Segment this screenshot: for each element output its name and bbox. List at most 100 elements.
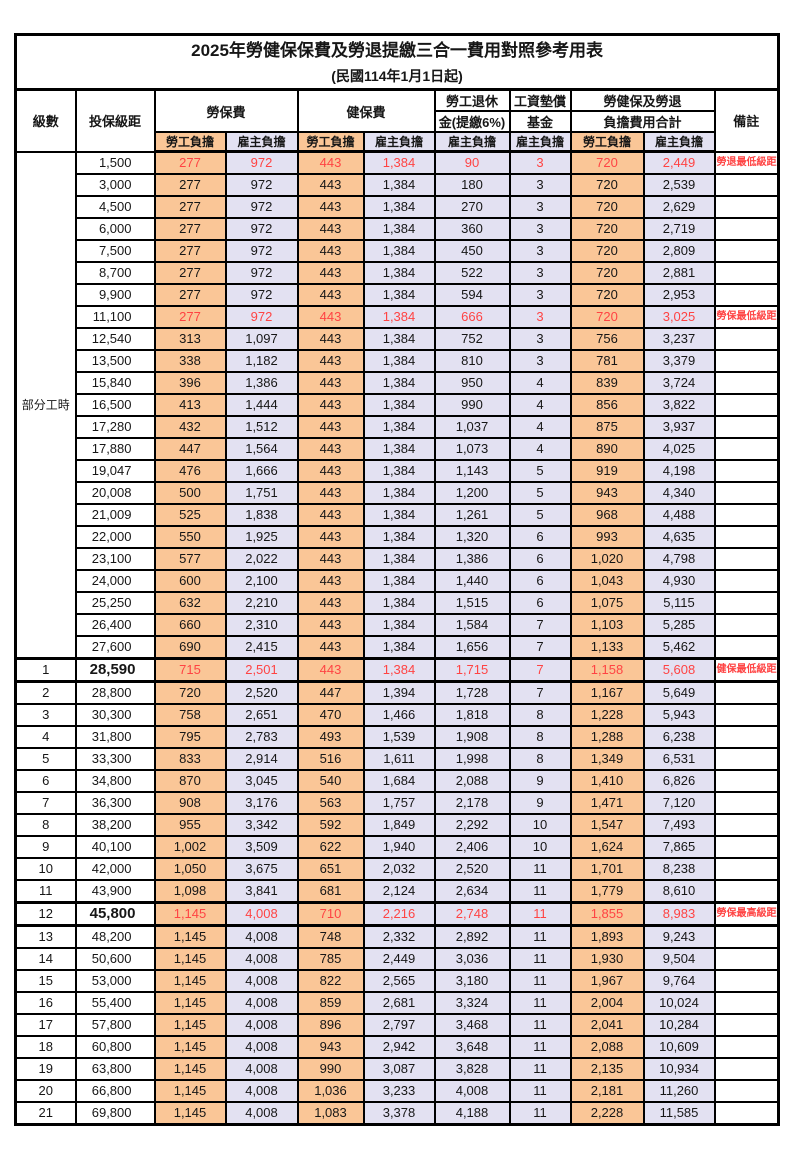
cell-wagefund-employer: 3 bbox=[508, 173, 572, 197]
cell-total-employee: 2,135 bbox=[569, 1057, 645, 1081]
cell-health-employee: 443 bbox=[296, 305, 365, 329]
cell-health-employer: 1,394 bbox=[362, 680, 436, 705]
cell-health-employee: 859 bbox=[296, 991, 365, 1015]
cell-labor-employee: 1,098 bbox=[153, 879, 227, 904]
cell-level: 12 bbox=[14, 901, 77, 927]
cell-wagefund-employer: 7 bbox=[508, 680, 572, 705]
cell-pension-employer: 2,748 bbox=[433, 901, 511, 927]
table-row: 20 66,800 1,145 4,008 1,036 3,233 4,008 11 2,181… bbox=[14, 1079, 780, 1103]
cell-wagefund-employer: 7 bbox=[508, 657, 572, 683]
table-row: 3,000 277 972 443 1,384 180 3 720 2,539 bbox=[16, 173, 780, 197]
cell-wagefund-employer: 11 bbox=[508, 947, 572, 971]
cell-insured-bracket: 17,280 bbox=[74, 415, 156, 439]
cell-health-employee: 443 bbox=[296, 327, 365, 351]
cell-insured-bracket: 11,100 bbox=[74, 305, 156, 329]
cell-remark bbox=[713, 879, 780, 904]
cell-total-employer: 4,025 bbox=[642, 437, 716, 461]
cell-insured-bracket: 23,100 bbox=[74, 547, 156, 571]
cell-health-employee: 443 bbox=[296, 217, 365, 241]
cell-remark: 勞退最低級距 bbox=[713, 150, 780, 175]
cell-pension-employer: 2,406 bbox=[433, 835, 511, 859]
cell-total-employee: 856 bbox=[569, 393, 645, 417]
cell-insured-bracket: 26,400 bbox=[74, 613, 156, 637]
cell-wagefund-employer: 5 bbox=[508, 481, 572, 505]
cell-total-employer: 2,809 bbox=[642, 239, 716, 263]
cell-health-employee: 443 bbox=[296, 481, 365, 505]
cell-labor-employee: 720 bbox=[153, 680, 227, 705]
cell-total-employee: 720 bbox=[569, 195, 645, 219]
table-row: 2 28,800 720 2,520 447 1,394 1,728 7 1,167 5,649 bbox=[14, 680, 780, 705]
cell-wagefund-employer: 4 bbox=[508, 437, 572, 461]
cell-remark bbox=[713, 349, 780, 373]
cell-labor-employer: 972 bbox=[224, 217, 299, 241]
cell-health-employee: 896 bbox=[296, 1013, 365, 1037]
cell-wagefund-employer: 4 bbox=[508, 371, 572, 395]
cell-labor-employer: 1,666 bbox=[224, 459, 299, 483]
cell-level: 14 bbox=[14, 947, 77, 971]
cell-health-employer: 1,384 bbox=[362, 613, 436, 637]
cell-health-employer: 2,681 bbox=[362, 991, 436, 1015]
table-row: 7 36,300 908 3,176 563 1,757 2,178 9 1,471 7,120 bbox=[14, 791, 780, 815]
cell-health-employee: 443 bbox=[296, 393, 365, 417]
cell-labor-employee: 277 bbox=[153, 261, 227, 285]
cell-total-employee: 1,547 bbox=[569, 813, 645, 837]
cell-health-employer: 1,466 bbox=[362, 703, 436, 727]
table-row: 19,047 476 1,666 443 1,384 1,143 5 919 4,198 bbox=[16, 459, 780, 483]
cell-total-employee: 756 bbox=[569, 327, 645, 351]
table-row: 9 40,100 1,002 3,509 622 1,940 2,406 10 1,624 7,8… bbox=[14, 835, 780, 859]
cell-health-employer: 1,684 bbox=[362, 769, 436, 793]
cell-health-employee: 443 bbox=[296, 591, 365, 615]
cell-pension-employer: 3,468 bbox=[433, 1013, 511, 1037]
subheader-health-employer: 雇主負擔 bbox=[362, 131, 436, 153]
cell-pension-employer: 450 bbox=[433, 239, 511, 263]
cell-wagefund-employer: 10 bbox=[508, 813, 572, 837]
col-header-labor-insurance: 勞保費 bbox=[153, 88, 299, 133]
cell-level: 11 bbox=[14, 879, 77, 904]
cell-total-employer: 2,881 bbox=[642, 261, 716, 285]
cell-health-employer: 1,384 bbox=[362, 415, 436, 439]
cell-health-employee: 785 bbox=[296, 947, 365, 971]
cell-total-employer: 3,822 bbox=[642, 393, 716, 417]
cell-labor-employer: 972 bbox=[224, 150, 299, 175]
cell-total-employer: 4,340 bbox=[642, 481, 716, 505]
cell-pension-employer: 1,908 bbox=[433, 725, 511, 749]
cell-total-employee: 720 bbox=[569, 239, 645, 263]
cell-total-employer: 5,285 bbox=[642, 613, 716, 637]
cell-remark bbox=[713, 924, 780, 949]
cell-labor-employee: 795 bbox=[153, 725, 227, 749]
cell-total-employee: 1,893 bbox=[569, 924, 645, 949]
cell-labor-employee: 1,145 bbox=[153, 901, 227, 927]
cell-health-employee: 1,036 bbox=[296, 1079, 365, 1103]
table-row: 14 50,600 1,145 4,008 785 2,449 3,036 11 1,930 9,… bbox=[14, 947, 780, 971]
subheader-pension-employer: 雇主負擔 bbox=[433, 131, 511, 153]
cell-pension-employer: 1,515 bbox=[433, 591, 511, 615]
cell-total-employer: 9,764 bbox=[642, 969, 716, 993]
cell-wagefund-employer: 8 bbox=[508, 703, 572, 727]
table-row: 5 33,300 833 2,914 516 1,611 1,998 8 1,349 6,531 bbox=[14, 747, 780, 771]
cell-labor-employee: 277 bbox=[153, 195, 227, 219]
cell-wagefund-employer: 4 bbox=[508, 393, 572, 417]
cell-level: 19 bbox=[14, 1057, 77, 1081]
cell-labor-employer: 972 bbox=[224, 173, 299, 197]
cell-health-employer: 1,384 bbox=[362, 503, 436, 527]
cell-insured-bracket: 40,100 bbox=[74, 835, 156, 859]
cell-health-employer: 1,757 bbox=[362, 791, 436, 815]
cell-wagefund-employer: 3 bbox=[508, 261, 572, 285]
cell-labor-employer: 1,838 bbox=[224, 503, 299, 527]
cell-total-employee: 1,020 bbox=[569, 547, 645, 571]
cell-health-employer: 1,384 bbox=[362, 261, 436, 285]
cell-labor-employer: 4,008 bbox=[224, 1101, 299, 1126]
cell-wagefund-employer: 6 bbox=[508, 591, 572, 615]
cell-health-employee: 990 bbox=[296, 1057, 365, 1081]
cell-labor-employee: 1,145 bbox=[153, 1035, 227, 1059]
cell-labor-employer: 3,841 bbox=[224, 879, 299, 904]
subheader-labor-employee: 勞工負擔 bbox=[153, 131, 227, 153]
cell-total-employer: 10,284 bbox=[642, 1013, 716, 1037]
cell-labor-employee: 758 bbox=[153, 703, 227, 727]
cell-health-employee: 822 bbox=[296, 969, 365, 993]
cell-total-employer: 2,953 bbox=[642, 283, 716, 307]
cell-labor-employer: 3,675 bbox=[224, 857, 299, 881]
cell-total-employer: 3,937 bbox=[642, 415, 716, 439]
cell-labor-employer: 4,008 bbox=[224, 947, 299, 971]
cell-insured-bracket: 4,500 bbox=[74, 195, 156, 219]
